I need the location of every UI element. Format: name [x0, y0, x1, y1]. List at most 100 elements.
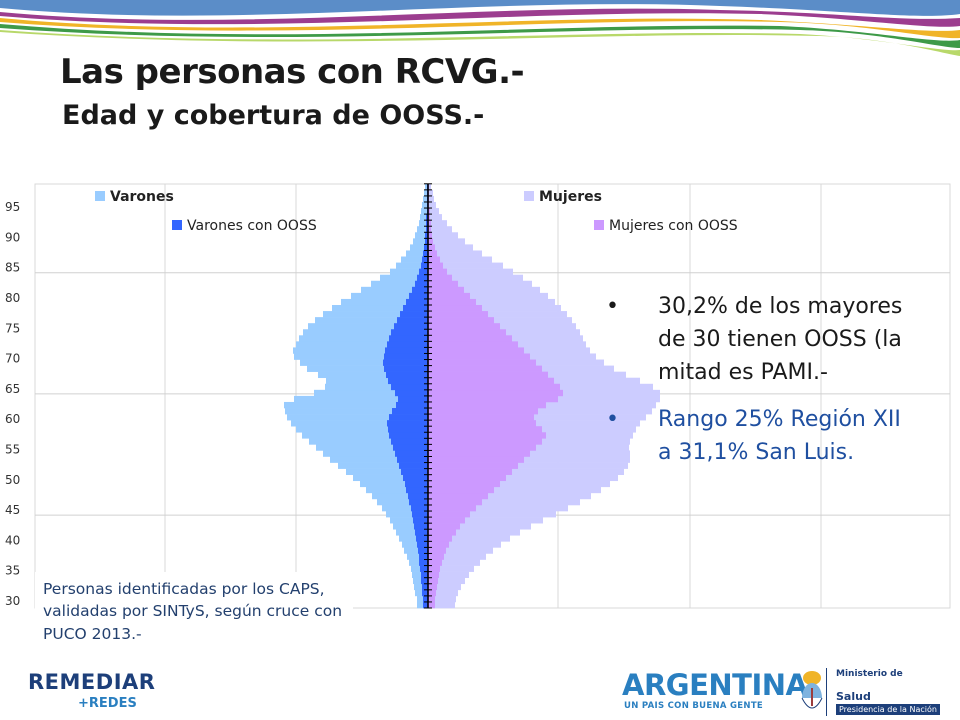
bar-varones-age-84 [380, 274, 428, 282]
bar-mujeres-con-ooss-age-81 [428, 292, 470, 300]
bar-varones-con-ooss-age-41 [416, 535, 428, 542]
bar-mujeres-con-ooss-age-61 [428, 414, 534, 421]
bar-varones-age-98 [424, 189, 428, 197]
bar-varones-age-41 [399, 535, 428, 542]
ministry-label: Ministerio de [836, 669, 903, 679]
chart-center-axis [424, 183, 432, 609]
bar-mujeres-age-49 [428, 486, 601, 494]
bar-mujeres-con-ooss-age-34 [428, 577, 438, 585]
bar-mujeres-con-ooss-age-70 [428, 359, 536, 366]
ministry-area-label: Salud [836, 690, 871, 703]
bar-varones-age-49 [366, 486, 428, 494]
bar-mujeres-con-ooss-age-54 [428, 456, 524, 463]
bar-varones-age-61 [287, 414, 428, 421]
bar-varones-con-ooss-age-32 [422, 589, 428, 597]
bar-mujeres-con-ooss-age-42 [428, 529, 456, 536]
bar-mujeres-con-ooss-age-58 [428, 432, 546, 439]
bar-varones-con-ooss-age-58 [389, 432, 428, 439]
bar-varones-con-ooss-age-77 [397, 317, 428, 324]
bar-mujeres-con-ooss-age-92 [428, 226, 431, 233]
bar-varones-con-ooss-age-89 [424, 244, 428, 251]
bar-varones-age-46 [382, 504, 428, 512]
bar-mujeres-age-96 [428, 201, 436, 209]
y-tick-label: 80 [5, 291, 20, 305]
bar-mujeres-age-95 [428, 208, 439, 215]
bar-varones-age-95 [421, 208, 428, 215]
bar-varones-con-ooss-age-70 [383, 359, 428, 366]
bullet-glyph: • [606, 407, 619, 432]
bar-varones-con-ooss-age-84 [417, 274, 428, 282]
bar-mujeres-age-88 [428, 250, 482, 257]
bullet-text: 30,2% de los mayores de 30 tienen OOSS (… [658, 294, 903, 385]
bullet-ooss-share: • 30,2% de los mayores de 30 tienen OOSS … [600, 290, 920, 389]
y-tick-label: 45 [5, 503, 20, 517]
bar-mujeres-con-ooss-age-39 [428, 547, 446, 554]
bar-mujeres-con-ooss-age-53 [428, 462, 518, 469]
bar-mujeres-age-34 [428, 577, 465, 585]
bar-varones-con-ooss-age-88 [423, 250, 428, 257]
y-tick-label: 75 [5, 321, 20, 335]
bar-varones-con-ooss-age-66 [391, 383, 428, 391]
bar-varones-age-52 [346, 468, 428, 475]
bar-varones-con-ooss-age-62 [392, 408, 428, 415]
bar-mujeres-con-ooss-age-36 [428, 565, 440, 572]
bar-varones-age-71 [294, 353, 428, 360]
bar-mujeres-age-48 [428, 492, 591, 500]
bullet-text: Rango 25% Región XII a 31,1% San Luis. [658, 407, 901, 465]
legend-swatch [172, 220, 182, 230]
bar-varones-age-57 [309, 438, 428, 445]
y-tick-label: 50 [5, 473, 20, 487]
bar-mujeres-age-45 [428, 511, 556, 518]
bar-mujeres-con-ooss-age-66 [428, 383, 560, 391]
chart-legend: Varones Varones con OOSS Mujeres Mujeres co… [95, 189, 738, 234]
bullet-list: • 30,2% de los mayores de 30 tienen OOSS … [600, 290, 920, 483]
bar-varones-con-ooss-age-33 [422, 583, 428, 591]
bar-varones-con-ooss-age-43 [414, 523, 428, 530]
bar-varones-age-53 [338, 462, 428, 469]
bar-varones-con-ooss-age-63 [396, 401, 428, 409]
bar-mujeres-con-ooss-age-74 [428, 335, 512, 342]
bar-mujeres-age-79 [428, 305, 561, 312]
bar-mujeres-con-ooss-age-41 [428, 535, 452, 542]
bar-varones-age-68 [318, 371, 428, 379]
bar-varones-age-88 [406, 250, 428, 257]
bar-varones-con-ooss-age-56 [393, 444, 428, 451]
bar-varones-age-67 [326, 377, 428, 385]
bar-varones-con-ooss-age-87 [422, 256, 428, 263]
bar-mujeres-con-ooss-age-47 [428, 498, 482, 506]
bar-varones-con-ooss-age-44 [413, 517, 428, 524]
bar-mujeres-con-ooss-age-93 [428, 220, 431, 227]
bar-varones-con-ooss-age-57 [391, 438, 428, 445]
bar-varones-con-ooss-age-55 [395, 450, 428, 457]
bar-varones-age-59 [296, 426, 428, 433]
bar-varones-con-ooss-age-31 [423, 595, 428, 603]
series-varones-con-ooss [383, 183, 428, 609]
legend-swatch [524, 191, 534, 201]
bar-mujeres-age-77 [428, 317, 572, 324]
bar-mujeres-age-40 [428, 541, 501, 548]
bar-mujeres-con-ooss-age-50 [428, 480, 500, 488]
bar-varones-age-65 [314, 389, 428, 397]
bar-mujeres-age-83 [428, 280, 532, 288]
argentina-logo: ARGENTINA UN PAIS CON BUENA GENTE [622, 668, 808, 716]
bar-varones-age-34 [413, 577, 428, 585]
bar-mujeres-age-46 [428, 504, 568, 512]
bar-varones-age-87 [401, 256, 428, 263]
bar-varones-con-ooss-age-75 [391, 329, 428, 336]
bar-varones-age-79 [332, 305, 428, 312]
legend-item-varones: Varones [95, 189, 174, 205]
bar-mujeres-con-ooss-age-88 [428, 250, 437, 257]
chart-y-tick-labels: 30 35 40 45 50 55 60 65 70 75 80 85 90 95 [5, 200, 20, 608]
bar-varones-con-ooss-age-60 [387, 420, 428, 427]
bar-varones-con-ooss-age-53 [399, 462, 428, 469]
bar-mujeres-age-78 [428, 311, 567, 318]
bar-mujeres-con-ooss-age-52 [428, 468, 512, 475]
bar-varones-con-ooss-age-64 [398, 395, 428, 403]
bar-mujeres-con-ooss-age-94 [428, 214, 430, 221]
y-tick-label: 55 [5, 443, 20, 457]
bar-mujeres-age-90 [428, 238, 465, 245]
bar-varones-con-ooss-age-54 [397, 456, 428, 463]
legend-item-mujeres-con-ooss: Mujeres con OOSS [594, 218, 738, 234]
bar-varones-con-ooss-age-46 [411, 504, 428, 512]
bar-mujeres-con-ooss-age-80 [428, 298, 476, 306]
